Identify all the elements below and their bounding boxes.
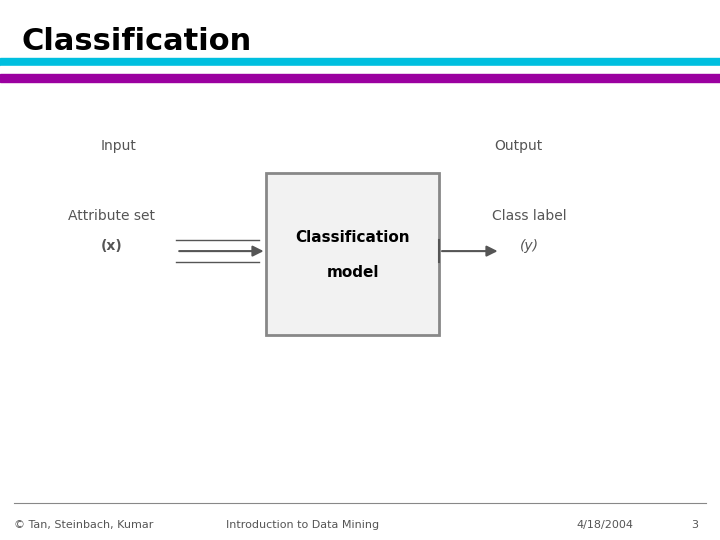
Text: model: model xyxy=(327,265,379,280)
Text: (x): (x) xyxy=(101,239,122,253)
Bar xyxy=(0,74,720,82)
Text: Introduction to Data Mining: Introduction to Data Mining xyxy=(226,520,379,530)
Text: Classification: Classification xyxy=(295,230,410,245)
Text: (y): (y) xyxy=(520,239,539,253)
Text: Input: Input xyxy=(101,139,137,153)
Text: © Tan, Steinbach, Kumar: © Tan, Steinbach, Kumar xyxy=(14,520,154,530)
FancyBboxPatch shape xyxy=(266,173,439,335)
Text: Output: Output xyxy=(494,139,543,153)
Text: Class label: Class label xyxy=(492,209,567,223)
Text: 3: 3 xyxy=(691,520,698,530)
Bar xyxy=(0,66,720,74)
Text: Attribute set: Attribute set xyxy=(68,209,155,223)
Text: Classification: Classification xyxy=(22,27,252,56)
Bar xyxy=(0,58,720,66)
Text: 4/18/2004: 4/18/2004 xyxy=(576,520,633,530)
